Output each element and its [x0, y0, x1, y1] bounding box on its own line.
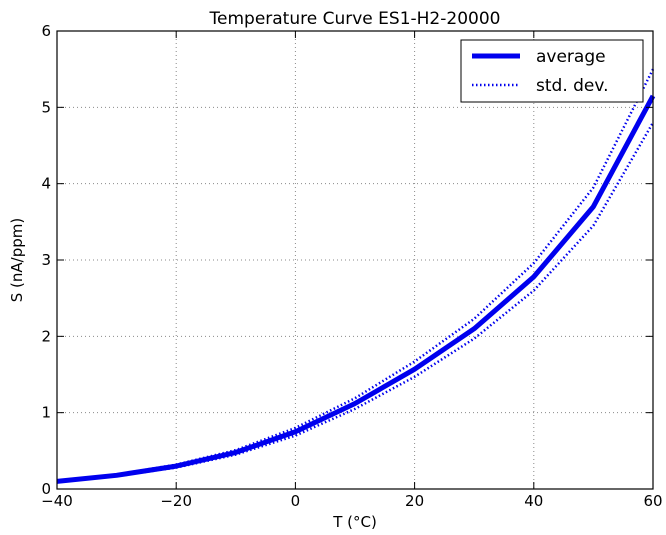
legend: average std. dev. [460, 39, 644, 103]
legend-average-label: average [536, 47, 606, 67]
ticks [56, 30, 654, 490]
x-tick-label: 0 [291, 492, 301, 510]
x-tick-label: 20 [405, 492, 424, 510]
chart-title: Temperature Curve ES1-H2-20000 [209, 9, 501, 29]
y-axis-label: S (nA/ppm) [8, 218, 26, 302]
legend-box [460, 39, 644, 103]
series-average-line [56, 94, 656, 484]
tick-labels: −40 −20 0 20 40 60 0 1 2 3 4 5 6 [41, 22, 662, 510]
y-tick-label: 5 [41, 98, 51, 116]
y-tick-label: 6 [41, 22, 51, 40]
x-tick-label: −20 [160, 492, 192, 510]
grid [57, 31, 653, 489]
y-tick-label: 3 [41, 251, 51, 269]
x-tick-label: 40 [524, 492, 543, 510]
x-tick-label: −40 [41, 492, 73, 510]
y-tick-label: 2 [41, 327, 51, 345]
y-tick-label: 4 [41, 175, 51, 193]
y-tick-label: 0 [41, 480, 51, 498]
legend-stddev-label: std. dev. [536, 76, 609, 96]
plot-series [56, 68, 656, 484]
x-tick-label: 60 [643, 492, 662, 510]
x-axis-label: T (°C) [332, 513, 377, 531]
y-tick-label: 1 [41, 404, 51, 422]
